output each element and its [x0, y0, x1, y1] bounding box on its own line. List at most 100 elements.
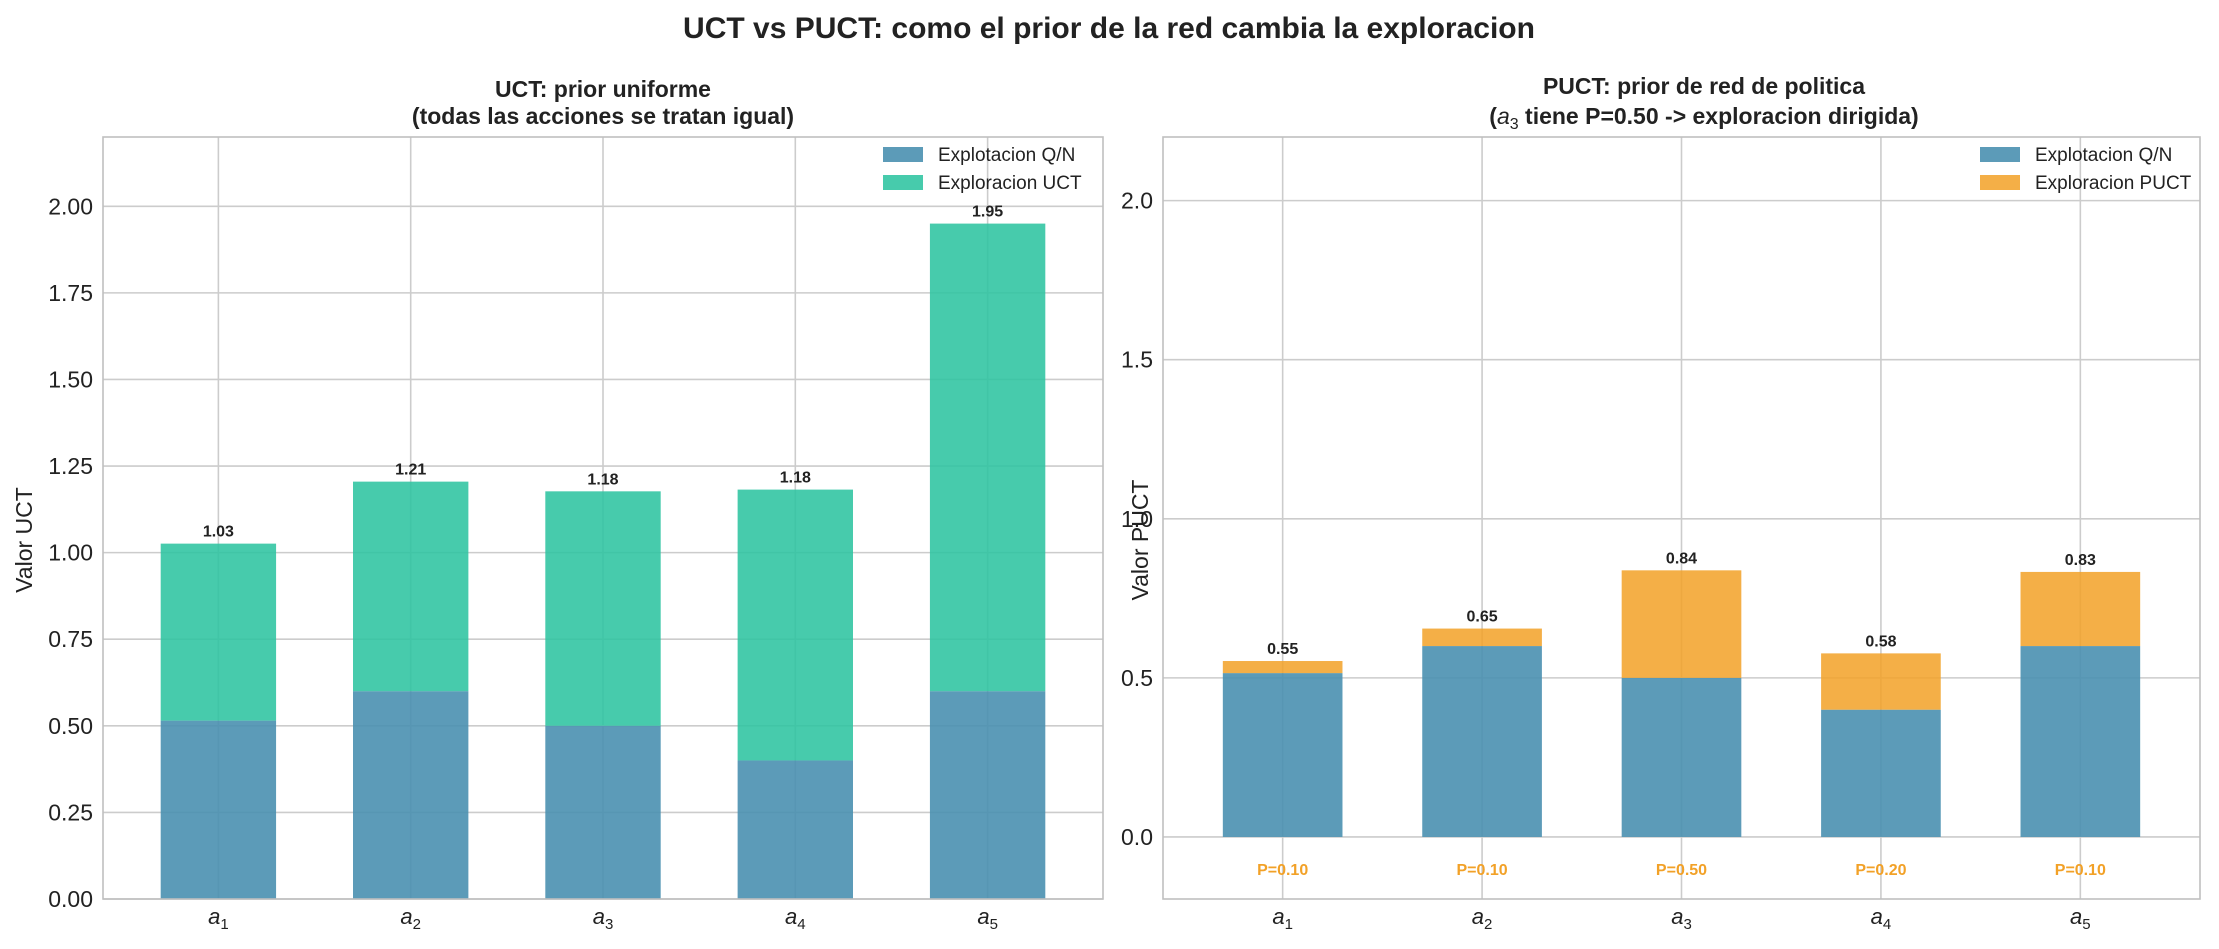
puct-bar-exploration — [1422, 628, 1542, 647]
uct-chart-panel: UCT: prior uniforme (todas las acciones … — [11, 76, 1104, 933]
puct-x-tick-label: a1 — [1272, 904, 1293, 933]
puct-chart-panel: PUCT: prior de red de politica (a3 tiene… — [1121, 73, 2201, 933]
puct-chart-title-line1: PUCT: prior de red de politica — [1543, 73, 1865, 99]
puct-y-tick-label: 1.0 — [1121, 506, 1153, 532]
uct-y-tick-label: 1.75 — [48, 280, 93, 306]
puct-bar-total-label: 0.83 — [2065, 552, 2096, 569]
uct-x-tick-label: a4 — [785, 904, 806, 933]
puct-y-tick-label: 0.5 — [1121, 665, 1153, 691]
uct-x-tick-subscript: 5 — [990, 916, 998, 933]
uct-y-tick-label: 0.75 — [48, 626, 93, 652]
puct-x-tick-label: a3 — [1671, 904, 1692, 933]
uct-plot-frame — [102, 136, 1104, 900]
puct-bar-total-label: 0.65 — [1467, 609, 1498, 626]
puct-title-open-paren: ( — [1489, 103, 1497, 129]
uct-y-tick-label: 0.50 — [48, 713, 93, 739]
puct-y-tick-label: 0.0 — [1121, 824, 1153, 850]
puct-legend-swatch — [1980, 147, 2020, 162]
puct-bar-exploitation — [1621, 677, 1742, 837]
uct-y-tick-label: 0.00 — [48, 886, 93, 912]
puct-prior-label: P=0.10 — [1456, 862, 1507, 879]
uct-bar-exploitation — [160, 720, 277, 899]
puct-title-variable: a — [1497, 103, 1510, 129]
uct-x-tick-subscript: 1 — [220, 916, 228, 933]
uct-x-tick-var: a — [785, 904, 797, 929]
puct-bar-exploration — [2020, 571, 2141, 647]
puct-bar-exploration — [1821, 653, 1941, 710]
uct-bar-exploration — [929, 223, 1046, 692]
puct-x-tick-var: a — [1472, 904, 1484, 929]
uct-y-axis-label: Valor UCT — [11, 487, 37, 593]
uct-y-tick-label: 2.00 — [48, 193, 93, 219]
puct-prior-label: P=0.10 — [1257, 862, 1308, 879]
puct-prior-label: P=0.20 — [1855, 862, 1906, 879]
uct-bar-total-label: 1.95 — [972, 204, 1003, 221]
puct-y-tick-label: 2.0 — [1121, 188, 1153, 214]
uct-bar-exploitation — [353, 691, 469, 899]
uct-bar-exploration — [545, 491, 661, 726]
puct-prior-label: P=0.50 — [1656, 862, 1707, 879]
puct-y-tick-label: 1.5 — [1121, 347, 1153, 373]
puct-x-tick-subscript: 2 — [1484, 916, 1492, 933]
puct-bar-total-label: 0.58 — [1865, 633, 1896, 650]
uct-legend-label: Exploracion UCT — [938, 173, 1082, 194]
uct-legend-swatch — [883, 175, 923, 190]
puct-x-tick-subscript: 1 — [1285, 916, 1293, 933]
puct-x-tick-subscript: 4 — [1883, 916, 1891, 933]
puct-x-tick-label: a2 — [1472, 904, 1493, 933]
uct-bar-total-label: 1.18 — [587, 471, 618, 488]
uct-legend-label: Explotacion Q/N — [938, 145, 1075, 166]
uct-x-tick-subscript: 4 — [797, 916, 805, 933]
puct-x-tick-label: a5 — [2070, 904, 2091, 933]
uct-chart-title-line2: (todas las acciones se tratan igual) — [412, 103, 794, 129]
figure-title: UCT vs PUCT: como el prior de la red cam… — [683, 12, 1535, 45]
puct-x-tick-subscript: 5 — [2082, 916, 2090, 933]
puct-title-rest: tiene P=0.50 -> exploracion dirigida) — [1519, 103, 1919, 129]
puct-bar-exploitation — [1422, 646, 1542, 837]
uct-bar-exploration — [737, 489, 853, 761]
puct-legend-swatch — [1980, 175, 2020, 190]
puct-chart-title-line2: (a3 tiene P=0.50 -> exploracion dirigida… — [1489, 103, 1918, 133]
uct-y-tick-label: 1.00 — [48, 540, 93, 566]
uct-x-tick-subscript: 2 — [413, 916, 421, 933]
puct-prior-label: P=0.10 — [2055, 862, 2106, 879]
puct-bar-total-label: 0.55 — [1267, 641, 1298, 658]
uct-bar-exploration — [353, 481, 469, 692]
uct-bar-total-label: 1.03 — [203, 524, 234, 541]
puct-x-tick-subscript: 3 — [1683, 916, 1691, 933]
uct-x-tick-var: a — [400, 904, 412, 929]
uct-bar-exploration — [160, 543, 277, 721]
uct-bar-exploitation — [929, 691, 1046, 899]
uct-x-tick-var: a — [977, 904, 989, 929]
puct-bar-exploitation — [2020, 646, 2141, 837]
uct-x-tick-label: a1 — [208, 904, 229, 933]
uct-x-tick-var: a — [208, 904, 220, 929]
uct-y-tick-label: 0.25 — [48, 799, 93, 825]
uct-bar-total-label: 1.21 — [395, 462, 426, 479]
puct-legend-label: Exploracion PUCT — [2035, 173, 2192, 194]
puct-plot-area: 0.00.51.01.52.00.55P=0.10a10.65P=0.10a20… — [1121, 136, 2201, 933]
puct-title-variable-subscript: 3 — [1510, 116, 1519, 133]
uct-x-tick-subscript: 3 — [605, 916, 613, 933]
uct-chart-title-line1: UCT: prior uniforme — [495, 76, 711, 102]
puct-x-tick-var: a — [2070, 904, 2082, 929]
puct-bar-total-label: 0.84 — [1666, 550, 1697, 567]
uct-x-tick-label: a3 — [593, 904, 614, 933]
puct-x-tick-label: a4 — [1871, 904, 1892, 933]
puct-bar-exploitation — [1222, 673, 1343, 837]
uct-bar-total-label: 1.18 — [780, 470, 811, 487]
uct-y-tick-label: 1.25 — [48, 453, 93, 479]
uct-x-tick-label: a2 — [400, 904, 421, 933]
uct-plot-area: 0.00 0.25 0.50 0.75 1.00 1.25 1.50 1.75 2.00 1.03… — [48, 136, 1104, 933]
uct-x-tick-var: a — [593, 904, 605, 929]
puct-x-tick-var: a — [1272, 904, 1284, 929]
puct-y-axis-label: Valor PUCT — [1127, 480, 1153, 601]
uct-y-tick-label: 1.50 — [48, 366, 93, 392]
puct-plot-frame — [1162, 136, 2201, 900]
puct-x-tick-var: a — [1871, 904, 1883, 929]
puct-bar-exploitation — [1821, 709, 1941, 837]
uct-bar-exploitation — [545, 725, 661, 899]
puct-legend-label: Explotacion Q/N — [2035, 145, 2172, 166]
puct-bar-exploration — [1222, 661, 1343, 674]
